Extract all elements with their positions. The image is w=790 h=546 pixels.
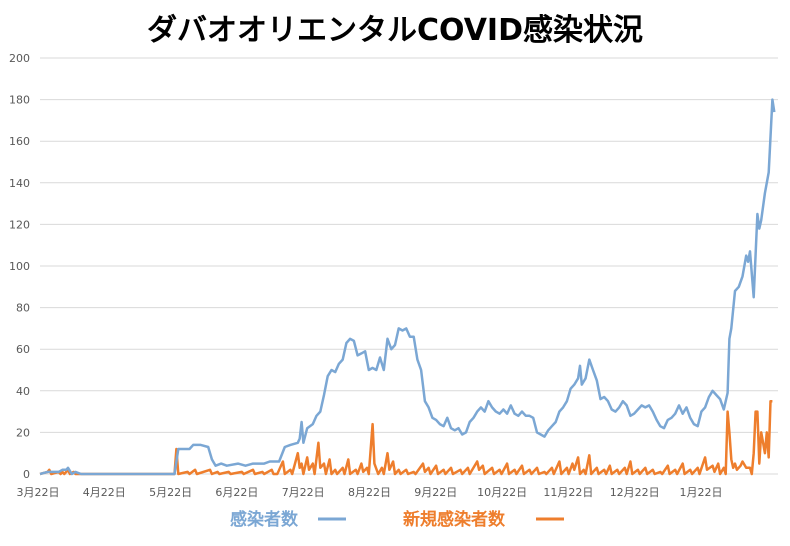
x-tick-label: 7月22日 (282, 486, 325, 499)
chart-title: ダバオオリエンタルCOVID感染状況 (147, 13, 643, 48)
x-tick-label: 11月22日 (543, 486, 593, 499)
y-tick-label: 160 (9, 135, 30, 148)
y-tick-label: 40 (16, 385, 30, 398)
y-tick-label: 180 (9, 94, 30, 107)
y-tick-label: 200 (9, 52, 30, 65)
y-axis-tick-labels: 0 20 40 60 80 100 120 140 160 180 200 (9, 52, 30, 481)
x-tick-label: 3月22日 (17, 486, 60, 499)
y-tick-label: 60 (16, 343, 30, 356)
x-tick-label: 1月22日 (680, 486, 723, 499)
x-tick-label: 5月22日 (149, 486, 192, 499)
y-tick-label: 20 (16, 426, 30, 439)
x-tick-label: 10月22日 (477, 486, 527, 499)
y-tick-label: 100 (9, 260, 30, 273)
x-tick-label: 4月22日 (83, 486, 126, 499)
x-tick-label: 8月22日 (348, 486, 391, 499)
legend: 感染者数 新規感染者数 (230, 509, 564, 530)
series-line-1 (39, 98, 776, 476)
x-axis-tick-labels: 3月22日 4月22日 5月22日 6月22日 7月22日 8月22日 9月22日 10月22… (17, 486, 723, 499)
x-tick-label: 6月22日 (215, 486, 258, 499)
series-line-2 (39, 399, 773, 476)
y-tick-label: 0 (23, 468, 30, 481)
legend-label-series-1: 感染者数 (230, 509, 299, 530)
gridlines (40, 57, 778, 475)
x-tick-label: 12月22日 (610, 486, 660, 499)
y-tick-label: 80 (16, 302, 30, 315)
y-tick-label: 120 (9, 218, 30, 231)
series-lines (39, 98, 776, 476)
x-tick-label: 9月22日 (414, 486, 457, 499)
y-tick-label: 140 (9, 177, 30, 190)
legend-label-series-2: 新規感染者数 (403, 509, 506, 530)
